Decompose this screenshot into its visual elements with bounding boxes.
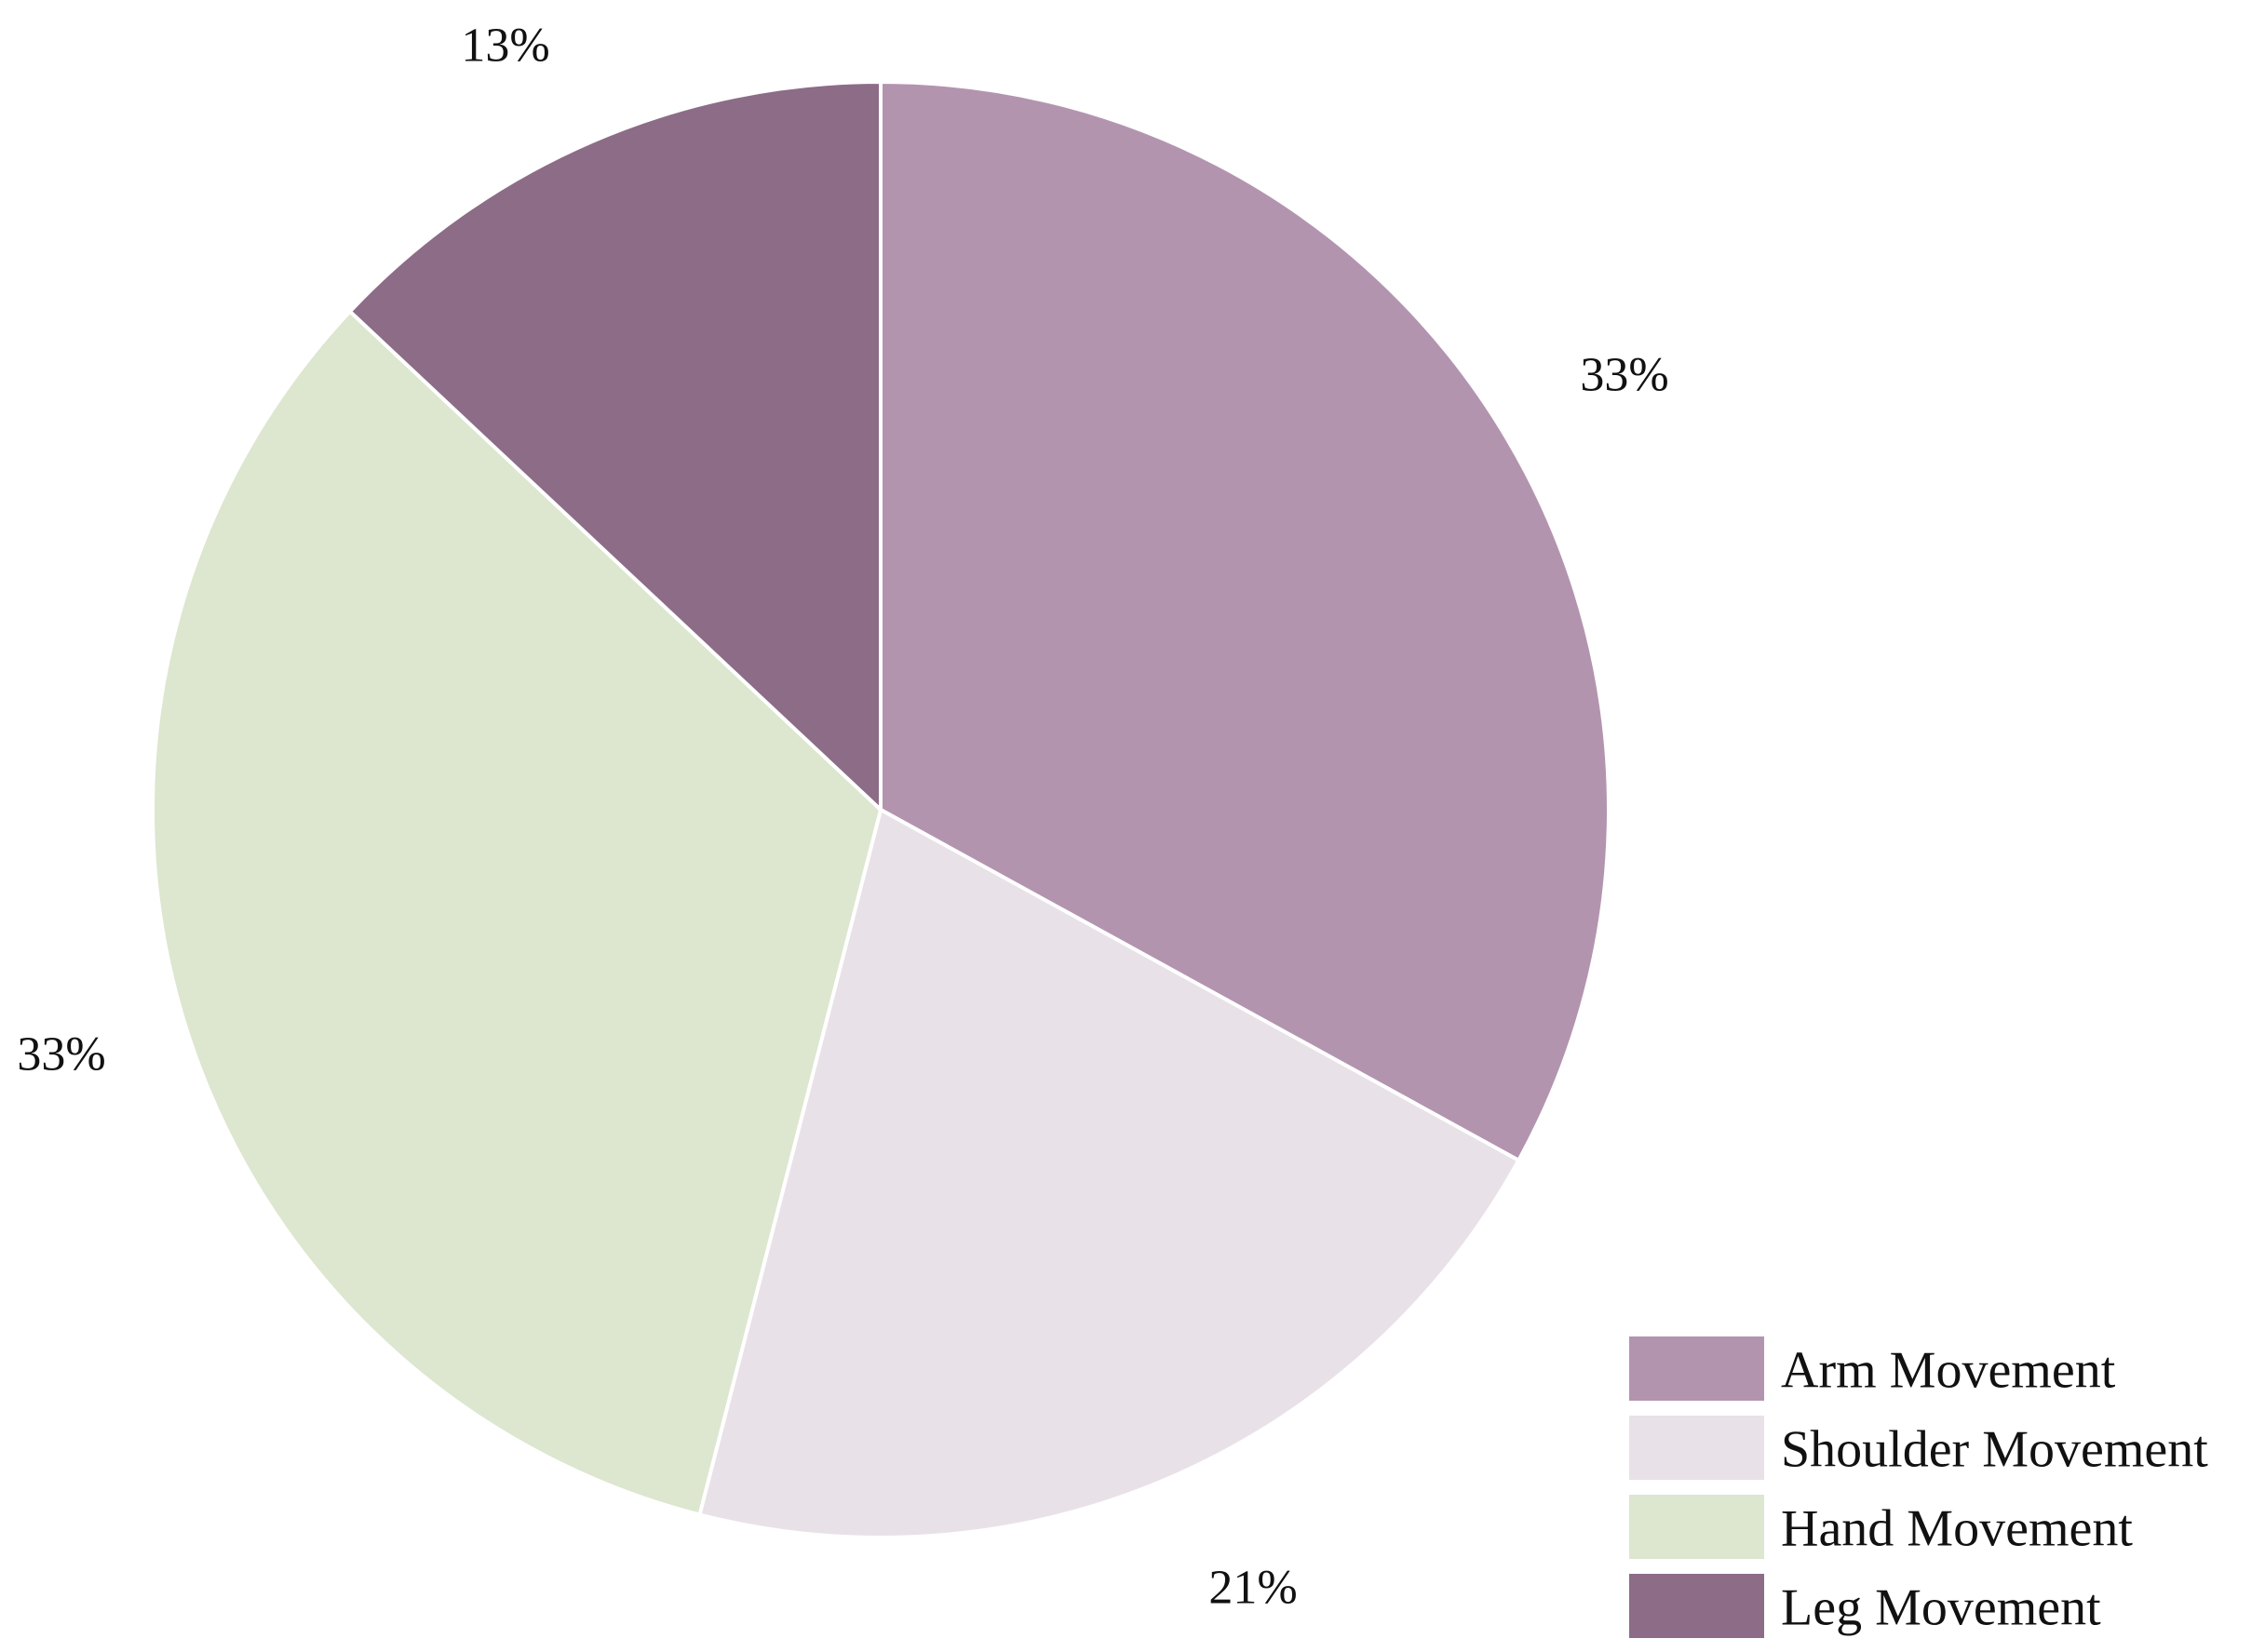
legend-swatch [1629, 1336, 1764, 1401]
legend: Arm Movement Shoulder Movement Hand Moveme… [1629, 1336, 2208, 1638]
legend-swatch [1629, 1574, 1764, 1638]
pie-percent-label: 33% [17, 1028, 105, 1081]
pie-percent-label: 21% [1208, 1562, 1297, 1615]
pie-slices [151, 80, 1611, 1539]
legend-label: Leg Movement [1781, 1579, 2101, 1637]
legend-swatch [1629, 1495, 1764, 1559]
legend-label: Hand Movement [1781, 1500, 2133, 1558]
legend-label: Shoulder Movement [1781, 1421, 2208, 1479]
pie-percent-label: 33% [1580, 349, 1668, 402]
pie-slice-arm-movement [879, 80, 1611, 1162]
pie-percent-labels: 33% 21% 33% 13% [17, 20, 1668, 1615]
legend-label: Arm Movement [1781, 1342, 2116, 1400]
pie-slice-leg-movement [347, 80, 883, 812]
pie-slice-shoulder-movement [697, 808, 1521, 1539]
pie-slice-hand-movement [151, 309, 883, 1517]
pie-percent-label: 13% [461, 20, 549, 73]
legend-swatch [1629, 1416, 1764, 1480]
